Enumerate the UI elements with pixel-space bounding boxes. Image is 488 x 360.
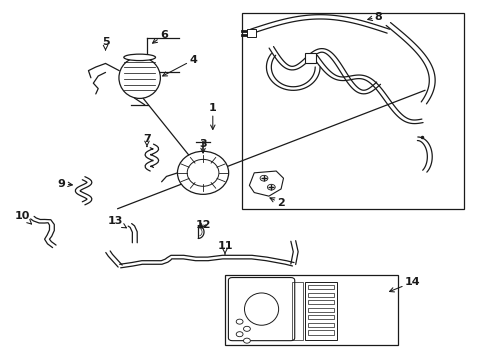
Circle shape	[236, 332, 243, 337]
Text: 9: 9	[58, 179, 72, 189]
Bar	[292, 282, 303, 339]
Text: 6: 6	[152, 30, 168, 43]
Text: 1: 1	[208, 103, 216, 130]
Text: 14: 14	[389, 277, 420, 292]
Bar	[242, 13, 463, 209]
Text: 2: 2	[269, 198, 285, 208]
Bar	[305, 282, 336, 339]
Bar	[246, 30, 255, 37]
Text: 10: 10	[15, 211, 32, 224]
Bar	[308, 323, 333, 327]
Text: 5: 5	[102, 37, 109, 50]
Bar	[308, 285, 333, 289]
Text: 4: 4	[163, 55, 197, 76]
Circle shape	[267, 184, 275, 190]
Bar	[308, 330, 333, 334]
Ellipse shape	[177, 151, 228, 194]
Text: 13: 13	[107, 216, 126, 228]
Bar	[308, 308, 333, 312]
Bar	[224, 275, 397, 345]
Circle shape	[243, 338, 250, 343]
Circle shape	[236, 319, 243, 324]
Ellipse shape	[119, 57, 160, 98]
Polygon shape	[249, 171, 283, 196]
Bar	[305, 53, 316, 63]
Ellipse shape	[123, 54, 155, 60]
Bar	[308, 293, 333, 297]
Ellipse shape	[187, 159, 219, 186]
Text: 11: 11	[217, 241, 232, 254]
Bar	[308, 315, 333, 319]
Bar	[308, 300, 333, 305]
Circle shape	[260, 175, 267, 181]
Text: 12: 12	[195, 220, 210, 230]
Text: 7: 7	[143, 134, 150, 147]
Text: 8: 8	[367, 12, 382, 22]
Text: 3: 3	[199, 139, 206, 153]
Circle shape	[243, 326, 250, 331]
